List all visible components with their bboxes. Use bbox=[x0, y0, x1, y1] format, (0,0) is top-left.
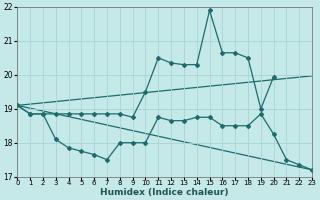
X-axis label: Humidex (Indice chaleur): Humidex (Indice chaleur) bbox=[100, 188, 229, 197]
